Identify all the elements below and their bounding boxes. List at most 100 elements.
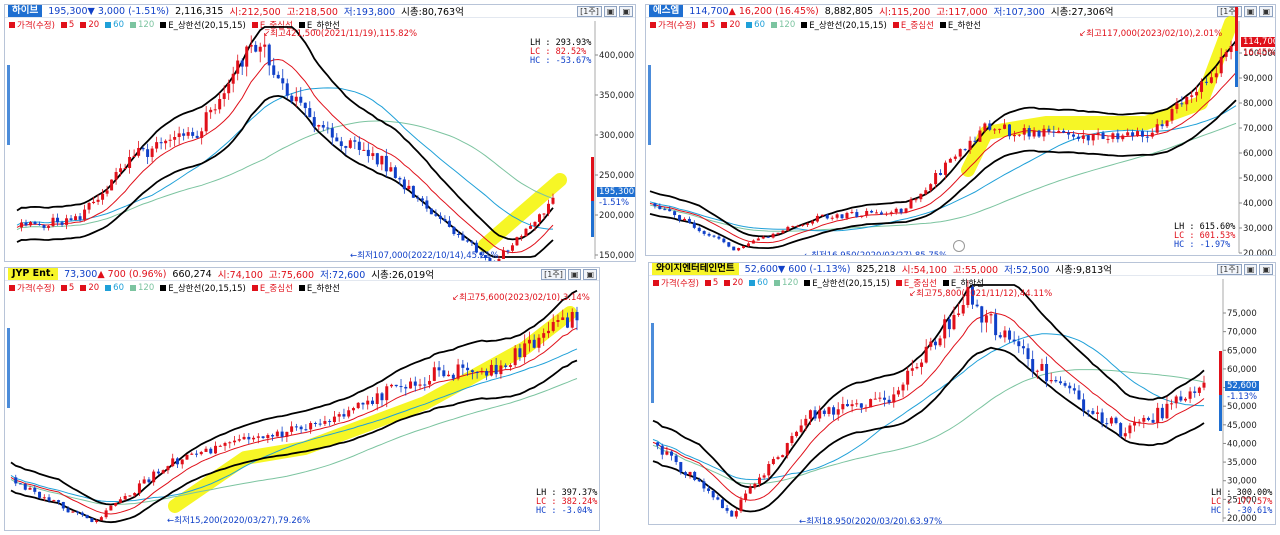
legend-item[interactable]: E_중심선 <box>895 277 937 289</box>
legend-label: E_상한선(20,15,15) <box>809 21 887 31</box>
close-window-icon[interactable]: ▣ <box>583 269 597 280</box>
volume: 660,274 <box>172 268 212 280</box>
chart-panel-sm[interactable]: 에스엠 114,700 ▲ 16,200 (16.45%) 8,882,805 시:11… <box>645 4 1276 256</box>
candle-body <box>1174 396 1178 404</box>
candle-body <box>182 133 186 136</box>
legend-item[interactable]: E_하한선 <box>942 277 984 289</box>
legend-item[interactable]: 5 <box>704 277 718 289</box>
legend-label: 5 <box>68 20 75 30</box>
candle-body <box>961 304 965 314</box>
ma60-line <box>10 348 578 502</box>
y-tick-label: 400,000 <box>599 51 634 61</box>
legend-item[interactable]: E_상한선(20,15,15) <box>801 19 887 31</box>
y-tick-label: 90,000 <box>1243 74 1273 84</box>
legend-item[interactable]: 20 <box>80 282 99 294</box>
legend-item[interactable]: E_하한선 <box>939 19 981 31</box>
candle-body <box>1133 422 1137 426</box>
candle-body <box>47 497 51 501</box>
candle-body <box>442 370 446 377</box>
candle-body <box>693 471 697 480</box>
candle-body <box>894 208 898 213</box>
candle-body <box>366 400 370 405</box>
legend-item[interactable]: E_하한선 <box>298 282 340 294</box>
legend-label: 120 <box>779 20 796 30</box>
legend-item[interactable]: 5 <box>701 19 715 31</box>
legend-item[interactable]: 20 <box>80 19 99 31</box>
restore-window-icon[interactable]: ▣ <box>567 269 582 280</box>
stat-hc: HC : -30.61% <box>1211 506 1273 516</box>
legend-item[interactable]: 60 <box>105 19 124 31</box>
candle-body <box>28 487 32 490</box>
restore-window-icon[interactable]: ▣ <box>1243 264 1258 275</box>
legend-item[interactable]: E_하한선 <box>298 19 340 31</box>
legend-item[interactable]: E_상한선(20,15,15) <box>160 19 246 31</box>
volume: 8,882,805 <box>824 5 874 17</box>
legend-item[interactable]: 5 <box>60 282 74 294</box>
legend-item[interactable]: 5 <box>60 19 75 31</box>
legend-item[interactable]: E_중심선 <box>892 19 934 31</box>
low-price: 저:193,800 <box>343 7 396 18</box>
legend-item[interactable]: E_중심선 <box>251 282 293 294</box>
chart-panel-yg[interactable]: 와이지엔터테인먼트 52,600 ▼ 600 (-1.13%) 825,218 시:54… <box>648 262 1276 525</box>
candle-body <box>551 197 555 204</box>
candle-body <box>806 223 810 225</box>
candle-body <box>1160 407 1164 419</box>
candle-body <box>1150 132 1154 137</box>
candle-body <box>303 102 307 109</box>
legend-item[interactable]: 120 <box>130 19 154 31</box>
legend-label: E_하한선 <box>306 284 340 294</box>
restore-window-icon[interactable]: ▣ <box>1243 6 1258 17</box>
candle-body <box>456 234 460 236</box>
legend-item[interactable]: E_중심선 <box>251 19 293 31</box>
legend-label: 가격(수정) <box>658 21 696 31</box>
legend-item[interactable]: 20 <box>721 19 740 31</box>
candle-body <box>271 435 275 437</box>
open-price: 시:54,100 <box>901 265 947 276</box>
legend-item[interactable]: 가격(수정) <box>9 282 55 294</box>
legend-item[interactable]: 120 <box>771 19 795 31</box>
legend-swatch <box>160 285 167 291</box>
legend-item[interactable]: E_상한선(20,15,15) <box>804 277 890 289</box>
candle-body <box>720 499 724 509</box>
candle-body <box>47 226 51 228</box>
period-button[interactable]: [1주] <box>1217 264 1242 275</box>
envelope-upper-line <box>16 26 554 241</box>
candle-body <box>753 483 757 488</box>
candle-body <box>330 128 334 138</box>
candle-body <box>556 320 560 322</box>
legend-item[interactable]: 가격(수정) <box>653 277 699 289</box>
low-annotation: ←최저18,950(2020/03/20),63.97% <box>799 517 943 525</box>
candle-body <box>1082 399 1086 411</box>
chart-panel-jyp[interactable]: JYP Ent. 73,300 ▲ 700 (0.96%) 660,274 시:74,1… <box>4 267 600 531</box>
legend-item[interactable]: 60 <box>749 277 768 289</box>
candle-body <box>1091 134 1095 141</box>
candle-body <box>308 108 312 118</box>
candle-body <box>194 453 198 455</box>
candle-body <box>328 421 332 423</box>
period-button[interactable]: [1주] <box>577 6 602 17</box>
legend-item[interactable]: 가격(수정) <box>650 19 696 31</box>
candle-body <box>909 199 913 209</box>
candle-body <box>256 436 260 438</box>
candle-body <box>998 335 1002 338</box>
legend-item[interactable]: 가격(수정) <box>9 19 55 31</box>
close-window-icon[interactable]: ▣ <box>1259 6 1273 17</box>
candle-body <box>317 125 321 127</box>
legend-item[interactable]: 60 <box>746 19 765 31</box>
candle-body <box>261 436 265 438</box>
candle-body <box>204 448 208 452</box>
legend-item[interactable]: 60 <box>105 282 124 294</box>
restore-window-icon[interactable]: ▣ <box>603 6 618 17</box>
candle-body <box>474 242 478 253</box>
splitter-handle-icon[interactable] <box>953 240 965 252</box>
legend-item[interactable]: 120 <box>130 282 154 294</box>
legend-item[interactable]: 120 <box>774 277 798 289</box>
chart-panel-hybe[interactable]: 하이브 195,300 ▼ 3,000 (-1.51%) 2,116,315 시:212… <box>4 4 636 262</box>
legend-swatch <box>298 22 305 28</box>
period-button[interactable]: [1주] <box>541 269 566 280</box>
candle-body <box>692 222 696 228</box>
close-window-icon[interactable]: ▣ <box>1259 264 1273 275</box>
legend-item[interactable]: 20 <box>724 277 743 289</box>
close-window-icon[interactable]: ▣ <box>619 6 633 17</box>
legend-item[interactable]: E_상한선(20,15,15) <box>160 282 246 294</box>
